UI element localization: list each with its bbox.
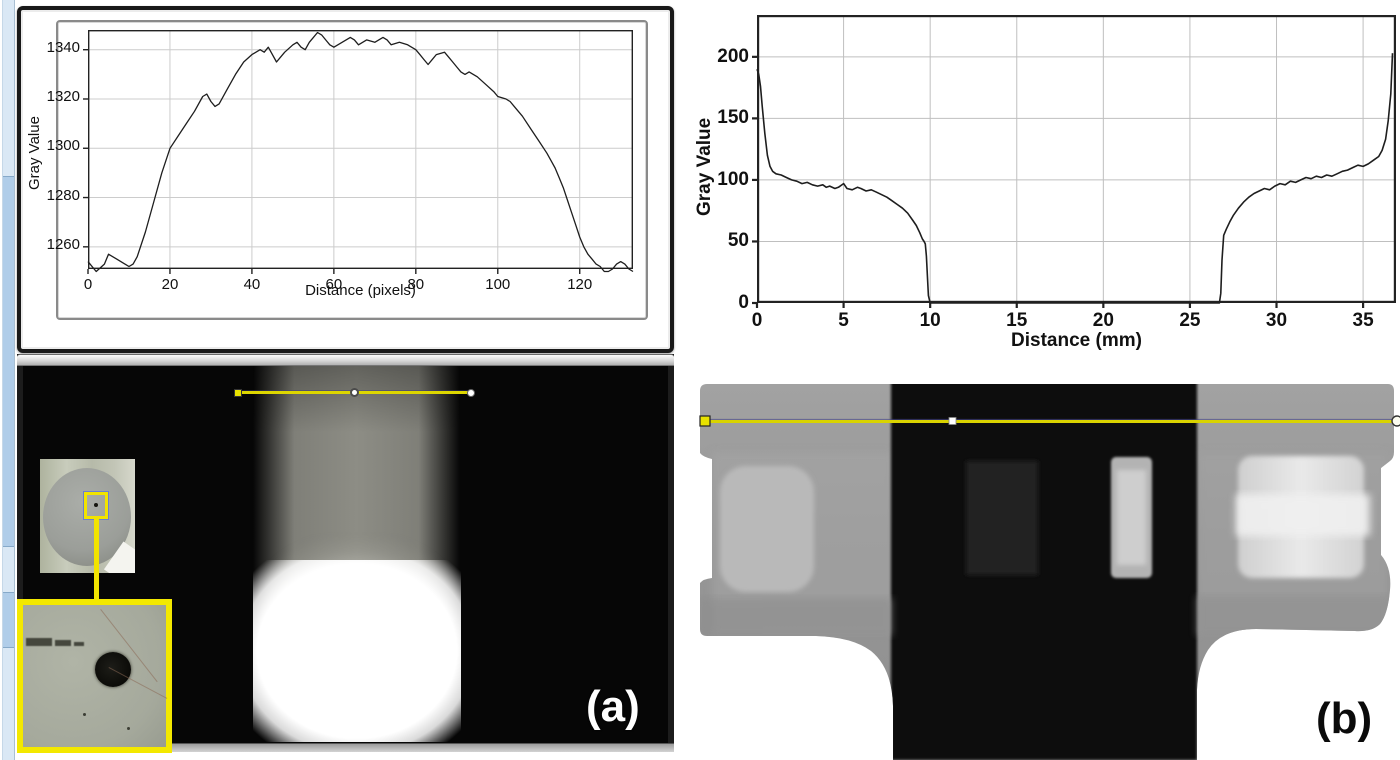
plot-canvas-svg: [83, 29, 634, 274]
y-tick-label: 100: [717, 168, 749, 190]
x-tick-label: 0: [751, 310, 763, 331]
x-tick-label: 15: [1006, 310, 1028, 331]
x-tick-label: 40: [243, 276, 261, 293]
app-scrollbar[interactable]: [2, 0, 15, 760]
y-tick-label: 1340: [46, 38, 80, 56]
y-tick-label: 0: [738, 292, 749, 313]
x-tick-label: 80: [407, 276, 425, 293]
right-bright-band: [1236, 494, 1370, 536]
line-endpoint-right[interactable]: [467, 389, 475, 397]
x-tick-label: 120: [567, 276, 593, 293]
callout-connector-line: [94, 519, 99, 605]
surface-marking: [55, 640, 71, 646]
y-tick-label: 50: [727, 230, 749, 252]
plot-window-a: [17, 6, 674, 353]
hole-dot: [94, 503, 98, 507]
x-tick-label: 100: [485, 276, 511, 293]
bright-slot-core: [1117, 470, 1146, 565]
y-tick-label: 1300: [46, 137, 80, 155]
surface-speck: [127, 727, 130, 730]
y-tick-label: 1320: [46, 87, 80, 105]
window-edge-top: [17, 354, 674, 366]
x-tick-label: 25: [1179, 310, 1201, 331]
y-tick-label: 1280: [46, 186, 80, 204]
x-tick-label: 30: [1265, 310, 1288, 331]
x-tick-label: 5: [838, 310, 849, 331]
x-tick-label: 20: [161, 276, 179, 293]
profile-curve: [87, 31, 634, 273]
plot-b-canvas: 0 5 10 15 20 25 30 35 0 50 100 150 200: [717, 15, 1396, 331]
line-endpoint-right[interactable]: [1391, 415, 1400, 427]
x-tick-label: 20: [1092, 310, 1114, 331]
x-tick-label: 35: [1352, 310, 1374, 331]
scrollbar-thumb[interactable]: [3, 592, 14, 648]
y-tick-label: 1260: [46, 235, 80, 253]
surface-marking: [26, 638, 52, 646]
radiograph-b: [699, 384, 1400, 760]
x-tick-label: 10: [919, 310, 941, 331]
magnified-hole-inset: [17, 599, 172, 753]
roi-rectangle: [84, 492, 108, 519]
plot-canvas-svg: [752, 15, 1396, 308]
panel-label-b: (b): [1316, 694, 1373, 743]
y-tick-label: 200: [717, 45, 749, 67]
line-midpoint-handle[interactable]: [948, 417, 957, 425]
panel-label-a: (a): [586, 682, 640, 731]
saturated-bright-region: [253, 560, 461, 742]
left-bright-patch: [720, 466, 814, 592]
line-midpoint-handle[interactable]: [350, 388, 359, 397]
line-endpoint-left[interactable]: [699, 415, 711, 427]
window-edge-bottom: [17, 743, 674, 752]
profile-curve: [756, 53, 1394, 304]
x-tick-label: 0: [83, 276, 93, 293]
left-lower-lip-shade: [700, 598, 892, 636]
scrollbar-thumb[interactable]: [3, 176, 14, 547]
line-profile-selection-b[interactable]: [699, 415, 1400, 427]
faint-insert-shadow: [966, 461, 1038, 575]
line-endpoint-left[interactable]: [234, 389, 242, 397]
x-tick-label: 60: [325, 276, 343, 293]
plot-panel-border-a: [56, 20, 648, 320]
line-profile-selection-a[interactable]: [234, 388, 476, 397]
plot-a-xlabel: Distance (pixels): [305, 282, 416, 299]
surface-marking: [74, 642, 84, 646]
plot-b-xlabel: Distance (mm): [1011, 330, 1142, 351]
plot-frame: [87, 29, 633, 270]
specimen-photo-inset: [40, 459, 135, 573]
surface-speck: [83, 713, 86, 716]
y-tick-label: 150: [717, 107, 749, 129]
plot-a-canvas: 0 20 40 60 80 100 120 1260 1280 1300 1320 1340: [47, 29, 634, 293]
plot-frame: [757, 15, 1396, 303]
right-lower-lip-shade: [1197, 596, 1389, 636]
